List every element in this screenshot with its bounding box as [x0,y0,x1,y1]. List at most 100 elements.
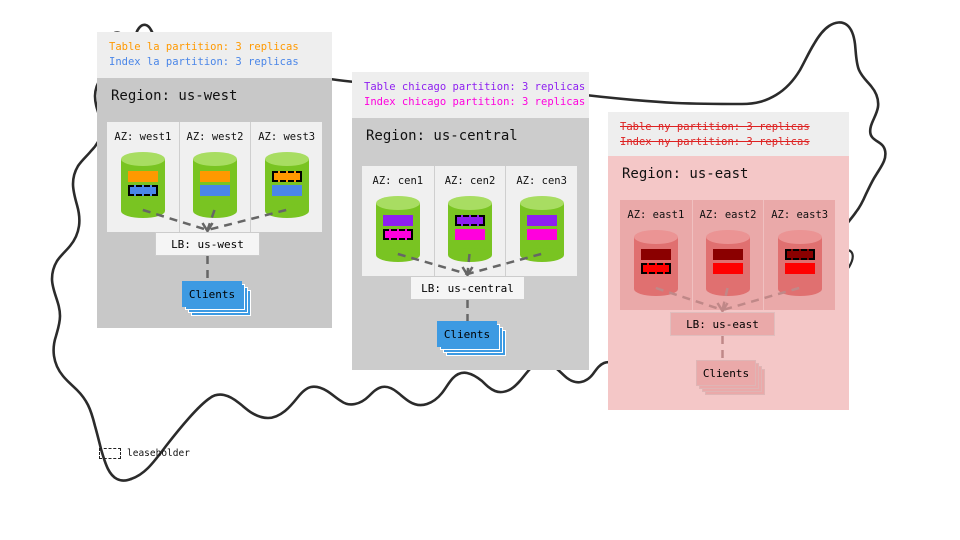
cylinder-bottom [447,248,492,262]
table-replica-leaseholder [271,171,302,182]
load-balancer-us-west[interactable]: LB: us-west [155,232,260,256]
region-us-central: Table chicago partition: 3 replicas Index… [352,72,589,370]
az-label: AZ: west3 [258,131,316,143]
az-row-us-central: AZ: cen1 AZ: cen2 AZ: cen3 [362,166,577,276]
az-label: AZ: west2 [186,131,244,143]
cylinder-top [519,196,564,210]
cylinder-bottom [120,204,165,218]
clients-label: Clients [188,287,236,301]
cylinder-bottom [519,248,564,262]
region-header-us-east: Table ny partition: 3 replicas Index ny p… [608,112,849,156]
database-cylinder-icon [777,230,822,296]
index-replica-leaseholder [382,229,413,240]
table-replica [382,215,413,226]
cylinder-bottom [705,282,750,296]
table-replica-leaseholder [454,215,485,226]
clients-label: Clients [443,327,491,341]
az-cell-west2: AZ: west2 [178,122,251,232]
clients-us-east[interactable]: Clients [696,360,766,396]
index-replica [526,229,557,240]
table-replica [127,171,158,182]
load-balancer-us-east[interactable]: LB: us-east [670,312,775,336]
region-body-us-central: Region: us-central AZ: cen1 AZ: cen2 AZ: ce… [352,118,589,370]
region-header-us-west: Table la partition: 3 replicas Index la p… [97,32,332,78]
database-cylinder-icon [192,152,237,218]
az-cell-east2: AZ: east2 [691,200,764,310]
clients-box[interactable]: Clients [182,281,242,307]
database-cylinder-icon [519,196,564,262]
load-balancer-label: LB: us-central [421,281,514,295]
index-replica [712,263,743,274]
index-replica-leaseholder [640,263,671,274]
database-cylinder-icon [447,196,492,262]
cylinder-bottom [633,282,678,296]
index-replica-leaseholder [127,185,158,196]
clients-us-west[interactable]: Clients [182,281,252,317]
table-replica [199,171,230,182]
cylinder-top [777,230,822,244]
cylinder-top [447,196,492,210]
az-cell-west3: AZ: west3 [250,122,322,232]
region-body-us-west: Region: us-west AZ: west1 AZ: west2 AZ: wes… [97,78,332,328]
az-label: AZ: east3 [771,209,829,221]
table-partition-text: Table la partition: 3 replicas [109,41,299,53]
cylinder-top [264,152,309,166]
replica-bars [193,171,237,196]
table-replica-leaseholder [784,249,815,260]
table-replica [640,249,671,260]
load-balancer-us-central[interactable]: LB: us-central [410,276,525,300]
az-label: AZ: east1 [627,209,685,221]
az-cell-cen1: AZ: cen1 [362,166,434,276]
replica-bars [121,171,165,196]
replica-bars [706,249,750,274]
cylinder-top [633,230,678,244]
table-replica [712,249,743,260]
az-label: AZ: cen1 [372,175,424,187]
clients-box[interactable]: Clients [437,321,497,347]
az-row-us-east: AZ: east1 AZ: east2 AZ: east3 [620,200,835,310]
region-us-east: Table ny partition: 3 replicas Index ny p… [608,112,849,410]
database-cylinder-icon [633,230,678,296]
replica-bars [778,249,822,274]
database-cylinder-icon [264,152,309,218]
clients-box[interactable]: Clients [696,360,756,386]
database-cylinder-icon [120,152,165,218]
az-cell-west1: AZ: west1 [107,122,179,232]
index-partition-text: Index la partition: 3 replicas [109,56,299,68]
az-cell-cen3: AZ: cen3 [505,166,577,276]
clients-us-central[interactable]: Clients [437,321,507,357]
cylinder-top [120,152,165,166]
load-balancer-label: LB: us-west [171,237,244,251]
cylinder-bottom [375,248,420,262]
cylinder-top [192,152,237,166]
az-label: AZ: cen2 [444,175,496,187]
az-cell-east3: AZ: east3 [763,200,835,310]
database-cylinder-icon [375,196,420,262]
cylinder-bottom [264,204,309,218]
dashed-rect-icon [99,448,121,459]
index-replica [271,185,302,196]
region-title-us-central: Region: us-central [366,128,518,144]
clients-label: Clients [702,366,750,380]
database-cylinder-icon [705,230,750,296]
replica-bars [520,215,564,240]
index-replica [454,229,485,240]
region-title-us-east: Region: us-east [622,166,749,182]
replica-bars [448,215,492,240]
az-label: AZ: cen3 [516,175,567,187]
az-row-us-west: AZ: west1 AZ: west2 AZ: west3 [107,122,322,232]
table-partition-text: Table chicago partition: 3 replicas [364,81,586,93]
table-replica [526,215,557,226]
index-partition-text: Index chicago partition: 3 replicas [364,96,586,108]
load-balancer-label: LB: us-east [686,317,759,331]
region-body-us-east: Region: us-east AZ: east1 AZ: east2 AZ: eas… [608,156,849,410]
index-replica [784,263,815,274]
az-label: AZ: west1 [114,131,172,143]
cylinder-top [705,230,750,244]
legend-label: leaseholder [127,448,190,459]
cylinder-top [375,196,420,210]
index-partition-text: Index ny partition: 3 replicas [620,136,810,148]
region-header-us-central: Table chicago partition: 3 replicas Index… [352,72,589,118]
region-title-us-west: Region: us-west [111,88,238,104]
az-label: AZ: east2 [699,209,757,221]
